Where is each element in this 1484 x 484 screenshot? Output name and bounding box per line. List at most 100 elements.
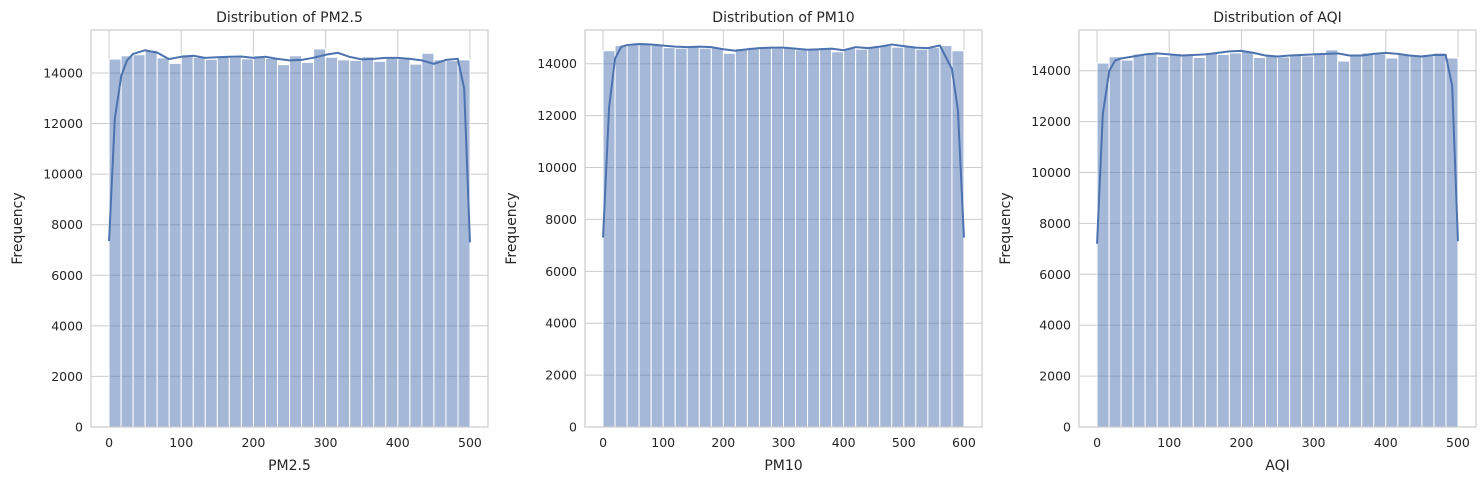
histogram-bar <box>228 56 242 428</box>
x-tick-label: 200 <box>241 435 265 450</box>
histogram-bar <box>180 54 194 428</box>
histogram-bar <box>1120 59 1134 428</box>
y-tick-label: 10000 <box>537 160 577 175</box>
histogram-bar <box>867 46 881 428</box>
y-tick-label: 2000 <box>51 369 83 384</box>
histogram-bar <box>1445 57 1459 428</box>
chart-title: Distribution of PM2.5 <box>216 10 363 26</box>
y-axis-label: Frequency <box>504 192 520 264</box>
histogram-bar <box>192 56 206 428</box>
chart-title: Distribution of AQI <box>1213 10 1342 26</box>
plot-frame <box>1078 29 1477 428</box>
x-tick-label: 200 <box>1229 435 1253 450</box>
histogram-bar <box>1409 54 1423 428</box>
histogram-bar <box>758 46 772 428</box>
histogram-bar <box>1144 52 1158 428</box>
histogram-bar <box>1132 53 1146 428</box>
histogram-bar <box>1168 52 1182 428</box>
histogram-bar <box>1252 56 1267 428</box>
histogram-bar <box>1421 53 1435 428</box>
histogram-bar <box>1373 53 1387 428</box>
x-tick-label: 300 <box>314 435 338 450</box>
y-tick-label: 14000 <box>43 65 83 80</box>
histogram-bar <box>120 55 134 428</box>
plot-frame <box>584 29 983 428</box>
histogram-bar <box>1277 56 1291 428</box>
x-axis-label: PM10 <box>764 458 802 474</box>
kde-line <box>1096 49 1459 244</box>
histogram-bar <box>1204 51 1218 428</box>
histogram-bar <box>1361 52 1375 428</box>
y-tick-label: 4000 <box>1039 318 1071 333</box>
y-tick-label: 10000 <box>43 167 83 182</box>
y-tick-label: 12000 <box>43 116 83 131</box>
histogram-bar <box>1337 60 1351 428</box>
histogram-bar <box>1228 52 1242 428</box>
y-tick-label: 12000 <box>537 108 577 123</box>
histogram-bar <box>1397 53 1411 428</box>
histogram-bar <box>698 47 712 428</box>
histogram-bar <box>1349 53 1363 428</box>
histogram-bar <box>301 61 315 428</box>
histogram-bar <box>927 47 941 428</box>
y-axis-label: Frequency <box>10 192 26 264</box>
histogram-bar <box>409 63 423 428</box>
x-tick-label: 200 <box>711 435 735 450</box>
histogram-bar <box>891 46 905 428</box>
histogram-bar <box>264 57 279 428</box>
histogram-bar <box>1108 56 1122 428</box>
y-tick-label: 6000 <box>1039 267 1071 282</box>
histogram-bar <box>397 58 411 428</box>
x-tick-label: 500 <box>892 435 916 450</box>
histogram-bar <box>831 51 845 428</box>
histogram-bar <box>373 60 387 428</box>
histogram-bar <box>325 56 339 428</box>
histogram-bar <box>240 58 254 428</box>
y-tick-label: 0 <box>569 420 577 435</box>
histogram-bar <box>1192 56 1206 428</box>
y-tick-label: 2000 <box>545 368 577 383</box>
histogram-bar <box>277 64 291 428</box>
x-tick-label: 500 <box>1446 435 1470 450</box>
y-tick-label: 8000 <box>51 217 83 232</box>
x-tick-label: 600 <box>952 435 976 450</box>
histogram-bar <box>252 55 266 428</box>
histogram-bar <box>674 47 688 428</box>
histogram-bar <box>626 43 640 428</box>
x-axis-label: AQI <box>1265 458 1289 474</box>
y-tick-label: 10000 <box>1031 165 1071 180</box>
y-tick-label: 12000 <box>1031 114 1071 129</box>
x-tick-label: 400 <box>386 435 410 450</box>
histogram-bar <box>1240 50 1254 428</box>
kde-line <box>602 43 965 238</box>
y-tick-label: 4000 <box>545 316 577 331</box>
histogram-bar <box>168 62 182 428</box>
histogram-bar <box>361 56 375 428</box>
histogram-bar <box>445 60 459 428</box>
histogram-bar <box>1289 53 1303 428</box>
histogram-bar <box>915 48 929 428</box>
subplot-1: 0 2000 4000 6000 8000 10000 12000 14000 0 100 200 3… <box>10 10 489 474</box>
histogram-bar <box>686 46 700 428</box>
histogram-bar <box>216 56 230 428</box>
histogram-bar <box>1180 54 1194 428</box>
kde-line <box>108 49 471 243</box>
y-tick-label: 6000 <box>51 268 83 283</box>
plot-frame <box>90 29 489 428</box>
y-tick-label: 6000 <box>545 264 577 279</box>
histogram-bar <box>843 47 857 428</box>
histogram-bar <box>349 59 363 428</box>
y-tick-label: 14000 <box>537 56 577 71</box>
histogram-bar <box>132 54 146 428</box>
histogram-bar <box>734 48 748 428</box>
subplot-3: 0 2000 4000 6000 8000 10000 12000 14000 0 100 200 3… <box>998 10 1477 474</box>
histogram-bar <box>1325 49 1339 428</box>
histogram-bar <box>144 49 158 428</box>
x-tick-label: 300 <box>772 435 796 450</box>
histogram-bar <box>457 59 471 428</box>
histogram-bar <box>939 45 953 428</box>
chart-title: Distribution of PM10 <box>712 10 854 26</box>
histogram-bar <box>710 47 724 428</box>
y-tick-label: 0 <box>75 420 83 435</box>
